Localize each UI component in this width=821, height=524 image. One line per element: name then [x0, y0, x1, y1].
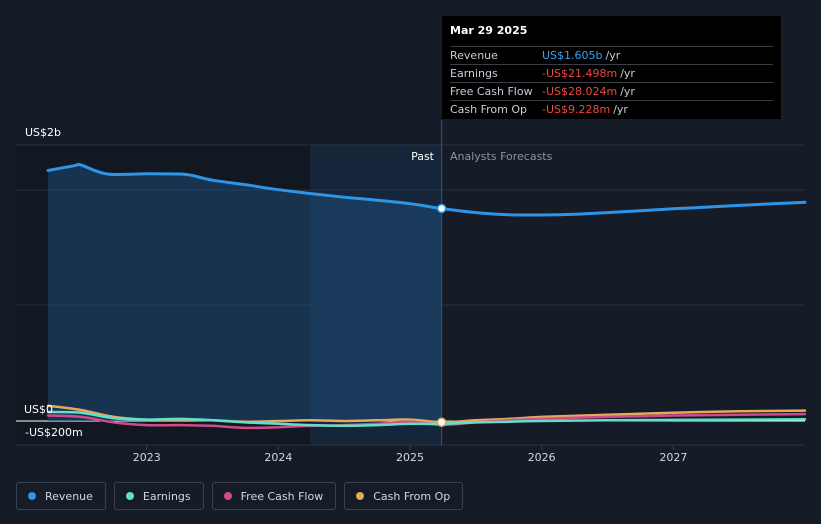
revenue-area [48, 164, 442, 422]
legend-item-revenue[interactable]: Revenue [16, 482, 106, 510]
tooltip-unit: /yr [620, 85, 635, 98]
legend-dot-icon [356, 492, 365, 500]
tooltip-row-revenue: Revenue US$1.605b /yr [450, 47, 773, 65]
marker-layer [436, 203, 447, 427]
x-tick-label-2026: 2026 [528, 451, 556, 464]
legend-item-earnings[interactable]: Earnings [113, 482, 204, 510]
tooltip: Mar 29 2025 Revenue US$1.605b /yr Earnin… [442, 16, 781, 119]
legend-label: Cash From Op [373, 489, 451, 503]
y-tick-label-zero: US$0 [24, 403, 53, 416]
forecast-label: Analysts Forecasts [450, 150, 553, 163]
legend-label: Free Cash Flow [240, 489, 324, 503]
tooltip-row-free-cash-flow: Free Cash Flow -US$28.024m /yr [450, 83, 773, 101]
y-tick-label-bottom: -US$200m [25, 426, 83, 439]
tooltip-label: Earnings [450, 67, 498, 80]
series-line-earnings [46, 410, 807, 428]
series-lines-layer [46, 162, 807, 430]
tooltip-label: Free Cash Flow [450, 85, 533, 98]
x-tick-labels: 2023 2024 2025 2026 2027 [133, 445, 687, 464]
legend-dot-icon [125, 492, 134, 500]
tooltip-unit: /yr [605, 49, 621, 62]
revenue-marker [436, 203, 447, 214]
tooltip-unit: /yr [620, 67, 635, 80]
legend: Revenue Earnings Free Cash Flow Cash Fro… [16, 482, 464, 510]
legend-item-free-cash-flow[interactable]: Free Cash Flow [211, 482, 337, 510]
tooltip-date: Mar 29 2025 [450, 24, 773, 47]
tooltip-row-earnings: Earnings -US$21.498m /yr [450, 65, 773, 83]
x-tick-label-2023: 2023 [133, 451, 161, 464]
tooltip-value: -US$9.228m [542, 103, 611, 116]
past-label: Past [411, 150, 435, 163]
legend-dot-icon [223, 492, 232, 500]
series-line-revenue [46, 162, 807, 217]
revenue-area-layer [48, 164, 442, 422]
tooltip-value: US$1.605b [542, 49, 603, 62]
x-tick-label-2025: 2025 [396, 451, 424, 464]
tooltip-value: -US$21.498m [542, 67, 618, 80]
x-tick-label-2024: 2024 [264, 451, 292, 464]
legend-dot-icon [28, 492, 36, 500]
tooltip-label: Cash From Op [450, 103, 528, 116]
legend-label: Revenue [45, 489, 93, 503]
tooltip-value: -US$28.024m [542, 85, 618, 98]
legend-item-cash-from-op[interactable]: Cash From Op [344, 482, 464, 510]
y-tick-label-top: US$2b [25, 126, 61, 139]
tooltip-unit: /yr [613, 103, 628, 116]
x-tick-label-2027: 2027 [659, 451, 687, 464]
legend-label: Earnings [142, 489, 191, 503]
tooltip-row-cash-from-op: Cash From Op -US$9.228m /yr [450, 101, 773, 118]
cash-from-op-marker [436, 417, 447, 427]
tooltip-label: Revenue [450, 49, 498, 62]
